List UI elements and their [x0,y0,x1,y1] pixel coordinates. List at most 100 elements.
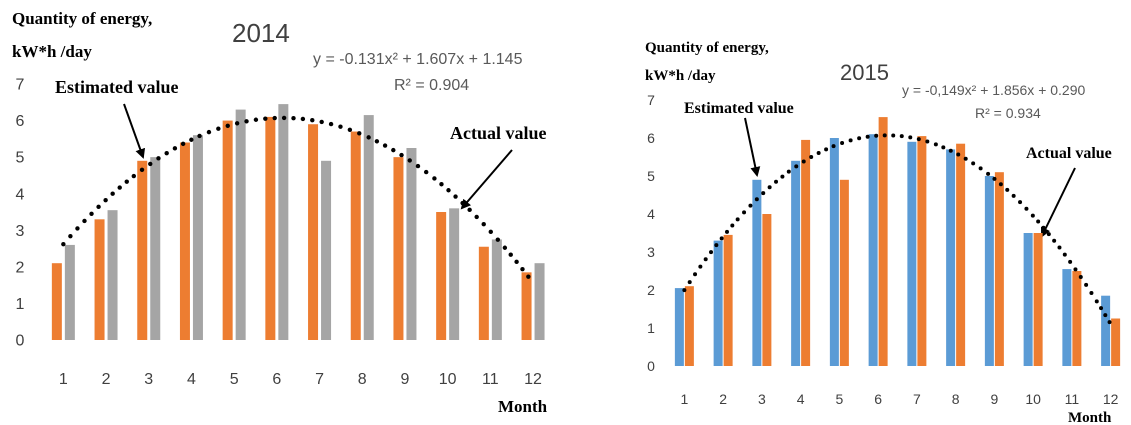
x-tick-label: 1 [59,371,68,388]
trendline-dot [347,127,353,132]
x-tick-label: 2 [719,391,727,407]
bar-series2-month-12 [1111,318,1121,366]
bar-series2-month-9 [994,172,1004,366]
trendline-dot [415,163,421,169]
trendline-dot [216,126,221,131]
trendline-dot [189,137,194,142]
bar-series2-month-9 [406,148,417,340]
y-axis-label-line2: kW*h /day [645,68,716,84]
bar-series2-month-8 [363,115,374,340]
trendline-dot [794,164,799,169]
trendline-dot [319,119,324,125]
bars [674,117,1121,366]
trendline-dot [446,188,451,193]
trendline-dot [508,252,513,257]
y-axis-label-line1: Quantity of energy, [645,40,769,56]
trendline-dot [300,116,306,122]
x-ticks: 1 2 3 4 5 6 7 8 9 10 11 12 [59,371,542,388]
trendline-dot [865,134,870,139]
trendline-dot [933,142,938,147]
trendline-dot [1036,219,1041,224]
y-tick-label: 5 [647,168,655,184]
chart-2014: Quantity of energy, kW*h /day 2014 y = -… [12,9,548,416]
bar-series1-month-1 [674,288,684,366]
trendline-dot [774,179,779,184]
bar-series1-month-5 [829,138,839,366]
bar-series1-month-10 [1023,233,1033,366]
trendline-dot [801,159,806,164]
arrow-estimated [744,117,761,177]
trendline-dot [1089,291,1094,296]
trendline-dot [225,123,230,128]
trendline-dot [1052,238,1057,243]
trendline-dot [206,129,212,135]
trendline-dot [735,217,740,222]
trendline-dot [407,158,412,163]
trendline-dot [1084,282,1089,287]
trendline-dot [698,264,703,269]
y-tick-label: 1 [647,320,655,336]
x-tick-label: 10 [439,371,457,388]
trendline-dot [1005,187,1010,192]
y-tick-label: 3 [647,244,655,260]
trendline-dot [831,144,836,149]
trendline-dot [103,197,108,203]
bar-series1-month-9 [393,157,404,340]
trendline-dot [1094,299,1099,304]
y-axis-label-line1: Quantity of energy, [12,9,152,28]
bar-series1-month-7 [907,141,917,366]
bar-series1-month-4 [179,142,190,340]
trendline-dot [786,169,791,174]
trendline-dot [234,121,240,126]
x-tick-label: 11 [1065,391,1080,407]
trendline-dot [124,179,129,184]
trendline-dot [520,266,525,272]
bar-series2-month-7 [917,136,927,366]
trendline-dot [963,156,968,161]
trendline-dot [742,210,747,215]
trendline-r2: R² = 0.904 [394,77,469,94]
trendline-dot [916,137,921,142]
bar-series2-month-6 [278,104,289,340]
arrow-estimated [123,103,146,159]
trendline-dot [244,119,249,124]
bar-series1-month-8 [350,131,361,340]
trendline [61,115,531,279]
bar-series1-month-10 [436,212,447,340]
trendline-dot [1030,213,1035,218]
bar-series1-month-12 [521,272,532,340]
trendline-dot [809,155,814,160]
trendline-dot [1073,267,1078,272]
trendline-dot [1024,206,1029,211]
trendline-dot [481,222,486,227]
trendline-dot [439,182,444,187]
trendline-dot [310,118,315,123]
trendline-dot [526,274,531,279]
trendline-dot [89,211,94,216]
x-tick-label: 12 [524,371,542,388]
bar-series2-month-2 [107,210,118,340]
chart-title: 2015 [840,60,889,85]
trendline-dot [131,173,137,179]
x-tick-label: 11 [482,371,499,388]
chart-title: 2014 [232,18,290,48]
bar-series1-month-11 [1062,269,1072,366]
x-tick-label: 4 [187,371,196,388]
y-ticks: 0 1 2 3 4 5 6 7 [16,77,25,350]
trendline [682,133,1112,325]
trendline-dot [197,133,202,139]
trendline-dot [874,133,879,138]
trendline-dot [754,197,759,202]
x-tick-label: 8 [358,371,367,388]
bar-series1-month-1 [51,263,62,340]
trendline-dot [840,140,845,145]
trendline-dot [824,147,829,152]
x-tick-label: 12 [1103,391,1119,407]
trendline-dot [882,133,887,138]
bar-series1-month-11 [478,246,489,340]
annotation-estimated-value: Estimated value [55,77,179,97]
annotation-actual-value: Actual value [1026,145,1112,162]
bar-series1-month-9 [984,176,994,366]
trendline-dot [96,204,101,210]
